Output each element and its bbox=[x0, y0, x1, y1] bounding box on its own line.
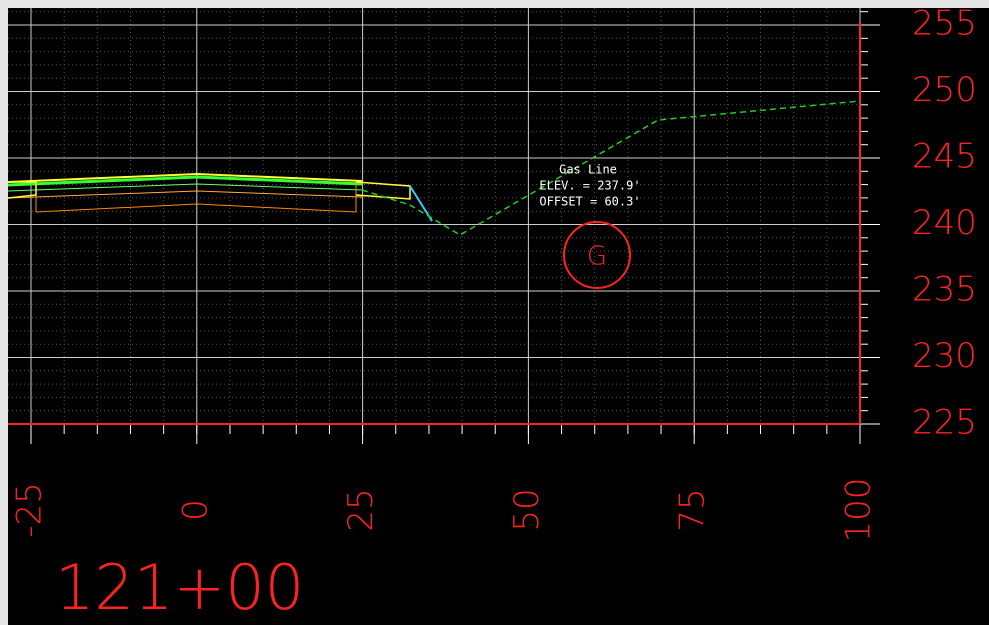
curb-left bbox=[7, 181, 37, 199]
viewport bbox=[8, 8, 989, 625]
x-tick-label: 75 bbox=[673, 488, 713, 531]
y-tick-label: 225 bbox=[912, 403, 977, 443]
grid bbox=[8, 8, 880, 444]
ground-line bbox=[361, 100, 861, 236]
pavement-top bbox=[7, 172, 363, 183]
x-tick-label: 50 bbox=[507, 488, 547, 531]
y-tick-label: 245 bbox=[912, 137, 977, 177]
y-tick-label: 230 bbox=[912, 336, 977, 376]
subbase bbox=[7, 190, 363, 199]
annotation-line: OFFSET = 60.3' bbox=[539, 195, 640, 209]
y-tick-label: 240 bbox=[912, 203, 977, 243]
y-tick-label: 255 bbox=[912, 4, 977, 44]
annotation-line: ELEV. = 237.9' bbox=[539, 179, 640, 193]
roadway bbox=[7, 100, 861, 236]
annotation: Gas Line ELEV. = 237.9' OFFSET = 60.3' bbox=[539, 163, 640, 209]
annotation-line: Gas Line bbox=[559, 163, 617, 177]
x-tick-label: 25 bbox=[341, 488, 381, 531]
y-tick-label: 235 bbox=[912, 270, 977, 310]
x-tick-label: 100 bbox=[839, 478, 879, 543]
x-tick-label: 0 bbox=[175, 499, 215, 521]
station-label: 121+00 bbox=[55, 551, 304, 624]
subgrade bbox=[35, 182, 357, 213]
x-tick-label: -25 bbox=[10, 482, 50, 538]
base-layer bbox=[7, 183, 363, 192]
y-tick-label: 250 bbox=[912, 70, 977, 110]
marker-label: G bbox=[587, 242, 607, 272]
marker-circle bbox=[563, 221, 631, 289]
surface bbox=[7, 175, 363, 187]
